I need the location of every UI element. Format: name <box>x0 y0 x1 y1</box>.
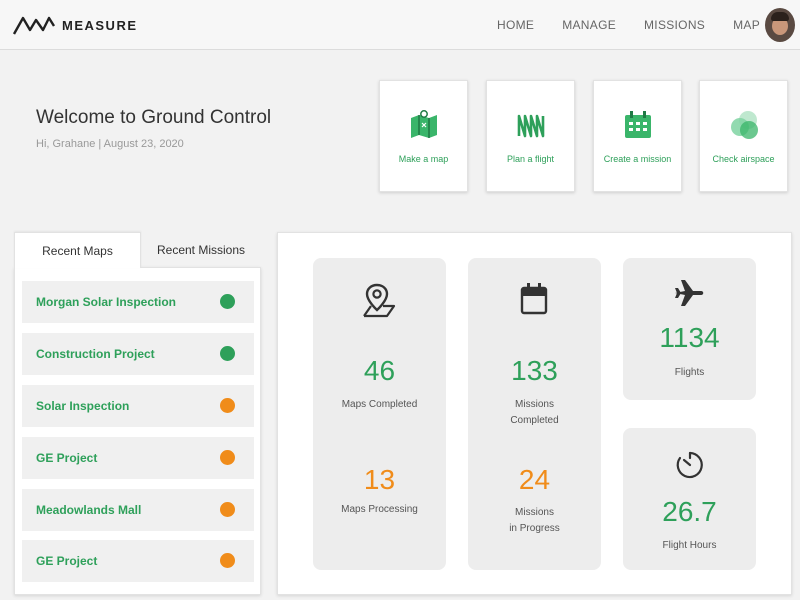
flight-hours-stat-card: 26.7 Flight Hours <box>623 428 756 570</box>
status-dot-processing <box>220 398 235 413</box>
plan-a-flight-button[interactable]: Plan a flight <box>486 80 575 192</box>
missions-completed-label-line2: Completed <box>510 415 559 426</box>
status-dot-processing <box>220 450 235 465</box>
recent-maps-panel: Morgan Solar Inspection Construction Pro… <box>14 267 261 595</box>
airspace-icon <box>731 111 758 139</box>
flights-stat-card: 1134 Flights <box>623 258 756 400</box>
airplane-icon <box>675 280 704 306</box>
brand-name: MEASURE <box>62 17 138 33</box>
missions-stat-card: 133 Missions Completed 24 Missions in Pr… <box>468 258 601 570</box>
stats-panel: 46 Maps Completed 13 Maps Processing 133… <box>277 232 792 595</box>
timer-icon <box>676 451 703 479</box>
status-dot-processing <box>220 553 235 568</box>
nav-map[interactable]: MAP <box>733 18 760 32</box>
missions-completed-label-line1: Missions <box>515 399 554 410</box>
flight-path-icon <box>517 114 545 138</box>
make-a-map-label: Make a map <box>398 154 449 164</box>
tab-recent-maps[interactable]: Recent Maps <box>14 232 141 268</box>
brand-logo[interactable]: MEASURE <box>12 14 138 36</box>
recent-map-name: Morgan Solar Inspection <box>36 295 177 309</box>
maps-processing-label: Maps Processing <box>341 504 418 515</box>
recent-map-name: Meadowlands Mall <box>36 503 142 517</box>
nav-manage[interactable]: MANAGE <box>562 18 617 32</box>
calendar-icon <box>625 111 651 138</box>
missions-completed-value: 133 <box>511 355 558 386</box>
welcome-title: Welcome to Ground Control <box>36 107 272 128</box>
create-a-mission-label: Create a mission <box>603 154 672 164</box>
recent-map-item[interactable]: Meadowlands Mall <box>22 489 254 531</box>
missions-in-progress-label-line1: Missions <box>515 507 554 518</box>
status-dot-complete <box>220 346 235 361</box>
recent-map-item[interactable]: GE Project <box>22 540 254 582</box>
recent-map-name: Construction Project <box>36 347 155 361</box>
nav-missions[interactable]: MISSIONS <box>644 18 706 32</box>
flight-hours-value: 26.7 <box>662 496 717 527</box>
recent-map-item[interactable]: Solar Inspection <box>22 385 254 427</box>
map-pin-icon <box>363 283 396 318</box>
avatar-face <box>772 17 788 35</box>
user-avatar[interactable] <box>765 8 795 42</box>
maps-processing-value: 13 <box>363 464 396 495</box>
missions-in-progress-value: 24 <box>518 464 551 495</box>
welcome-subtitle: Hi, Grahane | August 23, 2020 <box>36 138 184 150</box>
recent-map-name: GE Project <box>36 554 98 568</box>
maps-completed-label: Maps Completed <box>341 399 418 410</box>
check-airspace-label: Check airspace <box>712 154 775 164</box>
main-nav: HOME MANAGE MISSIONS MAP <box>497 18 788 32</box>
recent-map-item[interactable]: Construction Project <box>22 333 254 375</box>
status-dot-complete <box>220 294 235 309</box>
maps-stat-card: 46 Maps Completed 13 Maps Processing <box>313 258 446 570</box>
flight-hours-label: Flight Hours <box>662 540 717 551</box>
avatar-hair <box>771 12 789 21</box>
map-icon <box>411 110 437 138</box>
missions-in-progress-label-line2: in Progress <box>509 523 560 534</box>
flights-label: Flights <box>674 367 705 378</box>
flights-value: 1134 <box>659 322 720 353</box>
top-navbar: MEASURE HOME MANAGE MISSIONS MAP <box>0 0 800 50</box>
status-dot-processing <box>220 502 235 517</box>
recent-map-name: Solar Inspection <box>36 399 130 413</box>
create-a-mission-button[interactable]: Create a mission <box>593 80 682 192</box>
check-airspace-button[interactable]: Check airspace <box>699 80 788 192</box>
nav-home[interactable]: HOME <box>497 18 535 32</box>
recent-map-item[interactable]: GE Project <box>22 437 254 479</box>
plan-a-flight-label: Plan a flight <box>506 154 555 164</box>
recent-map-name: GE Project <box>36 451 98 465</box>
tab-recent-missions[interactable]: Recent Missions <box>156 243 246 257</box>
calendar-icon <box>520 283 548 315</box>
make-a-map-button[interactable]: Make a map <box>379 80 468 192</box>
recent-map-item[interactable]: Morgan Solar Inspection <box>22 281 254 323</box>
maps-completed-value: 46 <box>363 355 396 386</box>
measure-logo-icon <box>12 16 56 35</box>
